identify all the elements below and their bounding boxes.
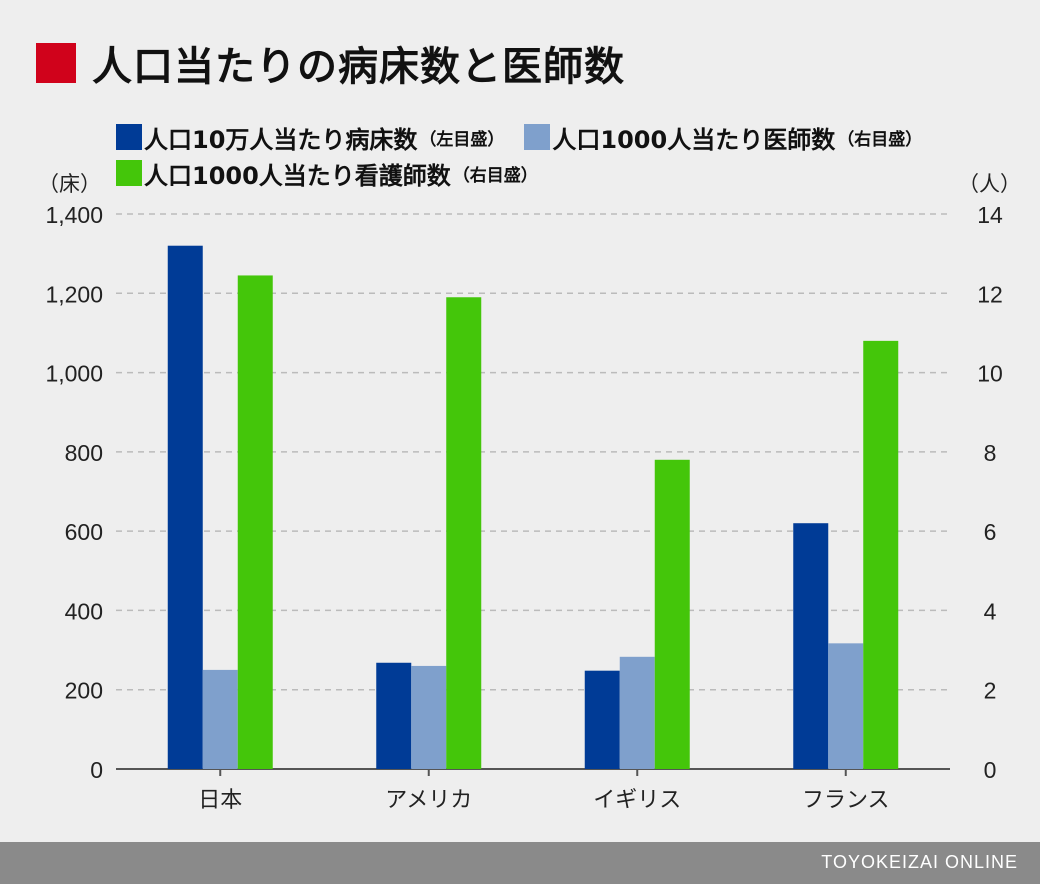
bar-chart: 0 0 200 2 400 4 600 6 800 8 1,000 10 1,200 12 1,400 14 （…: [38, 172, 1021, 813]
bar-nurses: [654, 459, 690, 769]
y-left-tick-label: 800: [65, 440, 103, 466]
chart-title: 人口当たりの病床数と医師数: [92, 44, 625, 90]
y-right-tick-label: 0: [984, 757, 997, 783]
bar-nurses: [863, 340, 899, 769]
y-right-unit-label: （人）: [958, 172, 1021, 196]
footer-bar: TOYOKEIZAI ONLINE: [0, 842, 1040, 884]
bar-doctors: [619, 656, 655, 769]
y-left-tick-label: 0: [90, 757, 103, 783]
bar-nurses: [446, 297, 482, 769]
x-axis-category-label: フランス: [802, 788, 890, 813]
legend-note-beds: （左目盛）: [419, 129, 505, 150]
y-right-tick-label: 8: [984, 440, 997, 466]
footer-credit: TOYOKEIZAI ONLINE: [821, 852, 1018, 872]
legend: 人口10万人当たり病床数 （左目盛） 人口1000人当たり医師数 （右目盛） 人…: [116, 120, 1016, 192]
bar-beds: [167, 245, 203, 769]
legend-label-nurses: 人口1000人当たり看護師数: [144, 161, 451, 190]
title-marker-icon: [36, 43, 76, 83]
bar-beds: [376, 662, 412, 769]
legend-swatch-doctors: [524, 124, 551, 150]
y-right-tick-label: 6: [984, 519, 997, 545]
y-left-tick-label: 400: [65, 598, 103, 624]
y-right-tick-label: 2: [984, 678, 997, 704]
y-right-tick-label: 4: [984, 598, 997, 624]
chart-title-row: 人口当たりの病床数と医師数: [36, 34, 625, 92]
bar-nurses: [237, 275, 273, 769]
bar-beds: [584, 670, 620, 769]
legend-swatch-beds: [116, 124, 142, 150]
legend-swatch-nurses: [116, 160, 142, 186]
x-axis-category-label: アメリカ: [385, 788, 472, 813]
legend-label-beds: 人口10万人当たり病床数: [144, 125, 418, 154]
bar-doctors: [828, 643, 864, 769]
legend-label-doctors: 人口1000人当たり医師数: [552, 125, 836, 154]
y-right-tick-label: 10: [977, 361, 1003, 387]
legend-item-nurses: 人口1000人当たり看護師数 （右目盛）: [116, 156, 538, 191]
y-left-tick-label: 1,000: [45, 361, 103, 387]
x-axis-category-label: 日本: [198, 788, 242, 813]
legend-row-2: 人口1000人当たり看護師数 （右目盛）: [116, 156, 1016, 190]
bar-doctors: [202, 669, 238, 769]
legend-note-nurses: （右目盛）: [452, 165, 538, 186]
bar-doctors: [411, 665, 447, 769]
y-left-tick-label: 1,400: [45, 202, 103, 228]
legend-item-doctors: 人口1000人当たり医師数 （右目盛）: [524, 120, 922, 155]
y-left-unit-label: （床）: [38, 172, 101, 196]
legend-row-1: 人口10万人当たり病床数 （左目盛） 人口1000人当たり医師数 （右目盛）: [116, 120, 1016, 154]
legend-item-beds: 人口10万人当たり病床数 （左目盛）: [116, 120, 504, 155]
y-right-tick-label: 14: [977, 202, 1003, 228]
legend-note-doctors: （右目盛）: [837, 129, 923, 150]
y-left-tick-label: 1,200: [45, 281, 103, 307]
x-axis-category-label: イギリス: [593, 788, 681, 813]
y-left-tick-label: 600: [65, 519, 103, 545]
bar-beds: [793, 523, 829, 769]
y-left-tick-label: 200: [65, 678, 103, 704]
y-right-tick-label: 12: [977, 281, 1003, 307]
